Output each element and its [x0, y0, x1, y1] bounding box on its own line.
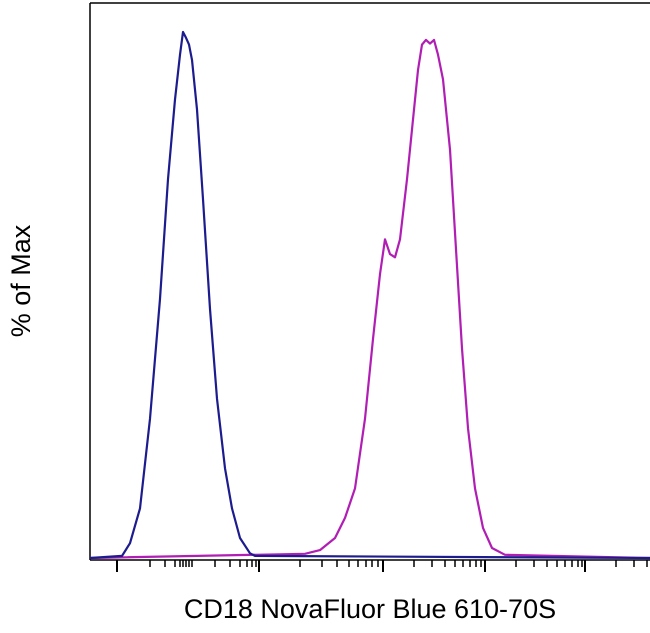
histogram-line [89, 30, 650, 560]
histogram-line [89, 38, 650, 560]
x-axis-label: CD18 NovaFluor Blue 610-70S [184, 594, 556, 624]
y-axis-label: % of Max [6, 224, 36, 337]
